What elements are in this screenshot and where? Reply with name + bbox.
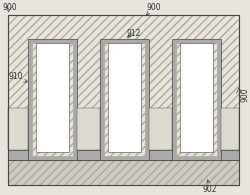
Bar	[77, 108, 100, 150]
Text: 920: 920	[81, 137, 96, 146]
Bar	[104, 43, 145, 156]
Text: 915: 915	[81, 117, 96, 127]
Text: 905-3: 905-3	[41, 72, 78, 88]
Text: 902: 902	[202, 180, 217, 194]
Bar	[8, 160, 239, 185]
Bar	[8, 160, 239, 185]
Text: 905-2: 905-2	[113, 72, 148, 88]
Text: 910: 910	[9, 72, 27, 82]
Text: 900: 900	[3, 3, 18, 12]
Text: 915: 915	[13, 117, 27, 127]
Text: 915: 915	[217, 117, 232, 127]
Text: 915: 915	[153, 117, 168, 127]
Bar	[8, 108, 28, 150]
Text: 920: 920	[13, 137, 27, 146]
Bar	[176, 43, 217, 156]
Bar	[8, 150, 239, 160]
Text: 905-1: 905-1	[185, 72, 222, 88]
Bar	[172, 39, 221, 160]
Text: 900: 900	[146, 3, 161, 15]
Text: 920: 920	[217, 137, 232, 146]
Bar	[108, 43, 141, 152]
Bar	[28, 39, 77, 160]
Text: 920: 920	[153, 137, 168, 146]
Bar	[221, 108, 239, 150]
Text: 900: 900	[240, 87, 249, 102]
Bar	[32, 43, 73, 156]
Bar	[36, 43, 69, 152]
Bar	[180, 43, 214, 152]
Bar	[8, 15, 239, 185]
Text: 912: 912	[126, 28, 141, 38]
Bar	[149, 108, 172, 150]
Bar	[100, 39, 149, 160]
Bar	[8, 15, 239, 185]
